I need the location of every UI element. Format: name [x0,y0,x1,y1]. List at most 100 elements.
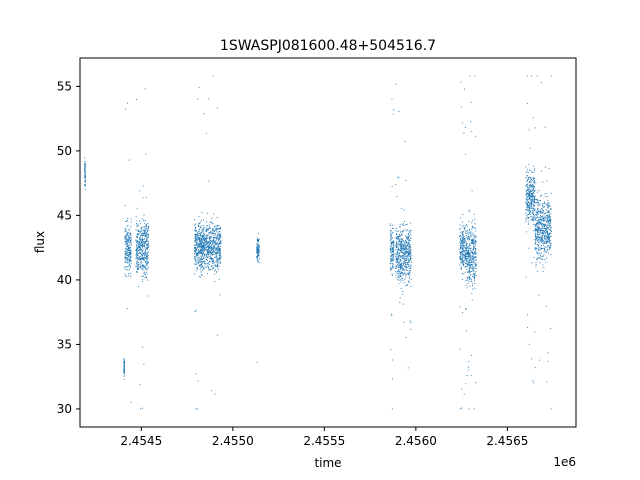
data-point [130,235,132,237]
data-point [401,264,403,266]
data-point [408,271,410,273]
data-point [200,255,202,257]
data-point [406,259,408,261]
data-point [402,246,404,248]
data-point [141,269,143,271]
data-point [136,207,138,209]
data-point [527,204,529,206]
data-point [539,222,541,224]
data-point [126,243,129,245]
data-point [143,238,145,240]
data-point [461,272,463,274]
data-point [461,239,463,241]
data-point [256,251,258,253]
data-point [543,215,545,217]
data-point [470,234,472,236]
data-point [546,203,548,205]
data-point [392,251,394,253]
data-point [145,254,147,256]
data-point [124,265,126,268]
data-point [139,241,141,243]
data-point [219,261,222,263]
data-point [549,233,551,235]
data-point [207,242,209,244]
data-point [542,264,544,266]
data-point [531,210,534,212]
data-point [138,243,140,245]
data-point [145,235,147,237]
data-point [205,231,207,233]
data-point [141,255,143,257]
data-point [136,270,138,273]
data-point [473,280,476,282]
data-point [406,242,408,244]
data-point-outlier [460,217,462,219]
data-point [549,219,551,221]
data-point [532,195,534,197]
data-point [398,249,400,251]
data-point [197,258,199,260]
data-point [534,210,536,212]
data-point [391,268,393,271]
data-point [130,233,132,235]
data-point [143,231,145,233]
data-point [540,240,542,243]
data-point [539,234,541,236]
data-point [136,264,138,266]
data-point [141,251,143,253]
data-point [530,198,532,201]
data-point-outlier [544,126,546,128]
data-point [136,234,138,236]
data-point [203,229,205,231]
data-point [84,161,86,163]
data-point [528,192,531,195]
data-point [205,235,207,237]
data-point [141,257,143,259]
data-point [474,245,476,248]
data-point [468,254,470,256]
data-point [535,264,537,266]
data-point [404,266,406,268]
data-point [208,245,210,247]
data-point [535,239,537,242]
data-point [220,257,222,259]
data-point-outlier [195,309,197,311]
data-point-outlier [391,313,393,315]
data-point [475,248,477,250]
data-point [408,247,410,249]
data-point [206,245,208,247]
data-point [213,235,215,237]
data-point [474,267,476,269]
data-point [544,205,546,207]
data-point [214,229,216,231]
data-point [396,238,399,240]
data-point [205,255,207,257]
data-point [543,242,545,244]
data-point [123,364,125,366]
data-point [142,258,144,260]
data-point [527,213,530,215]
data-point [127,224,129,227]
data-point [127,240,129,242]
data-point [199,276,202,278]
data-point [213,270,216,272]
data-point [140,226,142,228]
data-point [392,255,394,257]
data-point [528,188,530,190]
data-point [545,251,547,253]
data-point [405,250,407,252]
data-point [541,258,543,260]
data-point-outlier [195,373,197,375]
data-point [472,238,474,240]
data-point [209,241,211,243]
data-point [142,218,144,220]
data-point [200,219,202,222]
data-point [128,246,130,248]
data-point [540,209,542,211]
data-point [123,378,125,380]
data-point [136,253,138,255]
data-point [410,250,412,252]
data-point [543,202,545,204]
data-point [467,255,469,257]
data-point [130,250,132,252]
